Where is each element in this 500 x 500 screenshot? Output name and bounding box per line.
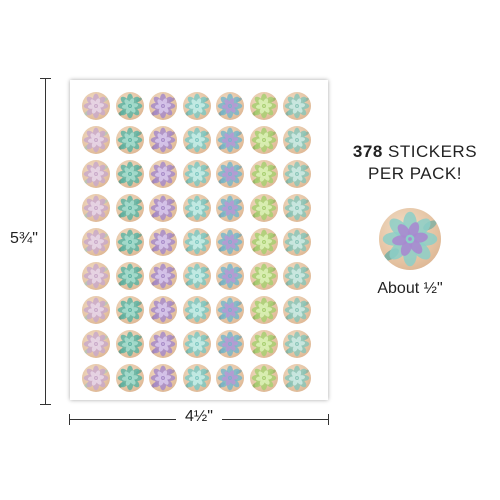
sticker-r5-c6 <box>249 228 278 256</box>
sticker-r8-c2 <box>115 330 144 358</box>
sticker-r7-c1 <box>82 296 110 324</box>
width-label: 4½" <box>176 408 222 426</box>
sticker-r2-c2 <box>115 126 144 154</box>
sticker-r6-c3 <box>149 262 177 290</box>
sticker-r6-c5 <box>216 262 244 290</box>
sticker-r4-c4 <box>182 194 211 222</box>
height-dimension-line <box>45 78 46 404</box>
sticker-r5-c1 <box>82 228 110 256</box>
sticker-r7-c2 <box>115 296 144 324</box>
sticker-r7-c6 <box>249 296 278 324</box>
sticker-r4-c2 <box>115 194 144 222</box>
sticker-r8-c6 <box>249 330 278 358</box>
sticker-r3-c3 <box>149 160 177 188</box>
sticker-r7-c3 <box>149 296 177 324</box>
pack-count-line-2: PER PACK! <box>368 164 462 183</box>
sticker-r3-c4 <box>182 160 211 188</box>
sticker-r9-c5 <box>216 364 244 392</box>
sticker-r4-c7 <box>283 194 311 222</box>
sticker-r3-c7 <box>283 160 311 188</box>
pack-count-word: STICKERS <box>388 142 478 161</box>
sticker-r8-c5 <box>216 330 244 358</box>
sticker-r7-c4 <box>182 296 211 324</box>
sample-sticker <box>379 208 441 270</box>
sticker-r4-c3 <box>149 194 177 222</box>
sticker-r1-c3 <box>149 92 177 120</box>
sticker-r3-c1 <box>82 160 110 188</box>
sticker-r1-c4 <box>182 92 211 120</box>
sticker-sheet <box>70 80 328 400</box>
sticker-r9-c2 <box>115 364 144 392</box>
sticker-r4-c1 <box>82 194 110 222</box>
sticker-r5-c4 <box>182 228 211 256</box>
width-dimension-cap-left <box>69 414 70 425</box>
sticker-r5-c2 <box>115 228 144 256</box>
sticker-r6-c4 <box>182 262 211 290</box>
height-label: 5¾" <box>4 230 44 248</box>
sticker-r2-c6 <box>249 126 278 154</box>
sticker-r8-c3 <box>149 330 177 358</box>
sticker-r1-c5 <box>216 92 244 120</box>
sticker-r5-c7 <box>283 228 311 256</box>
height-dimension-cap-bottom <box>40 404 51 405</box>
sticker-r1-c2 <box>115 92 144 120</box>
sticker-r7-c7 <box>283 296 311 324</box>
sticker-r3-c6 <box>249 160 278 188</box>
sticker-r7-c5 <box>216 296 244 324</box>
sticker-r4-c6 <box>249 194 278 222</box>
sticker-r9-c3 <box>149 364 177 392</box>
sticker-r2-c5 <box>216 126 244 154</box>
sticker-r3-c5 <box>216 160 244 188</box>
sticker-r9-c1 <box>82 364 110 392</box>
pack-count-line-1: 378 STICKERS <box>340 141 490 163</box>
sticker-r2-c3 <box>149 126 177 154</box>
sticker-r2-c7 <box>283 126 311 154</box>
sticker-r3-c2 <box>115 160 144 188</box>
sticker-r5-c3 <box>149 228 177 256</box>
sticker-r9-c4 <box>182 364 211 392</box>
sticker-r8-c4 <box>182 330 211 358</box>
sticker-r8-c1 <box>82 330 110 358</box>
sticker-r2-c1 <box>82 126 110 154</box>
sticker-r6-c2 <box>115 262 144 290</box>
height-dimension-cap-top <box>40 78 51 79</box>
width-dimension-cap-right <box>328 414 329 425</box>
sticker-r4-c5 <box>216 194 244 222</box>
sticker-r6-c6 <box>249 262 278 290</box>
sticker-r6-c7 <box>283 262 311 290</box>
pack-count-number: 378 <box>352 142 383 161</box>
sticker-r9-c6 <box>249 364 278 392</box>
sticker-r2-c4 <box>182 126 211 154</box>
sticker-r1-c1 <box>82 92 110 120</box>
pack-count-text: 378 STICKERS PER PACK! <box>340 141 490 185</box>
sticker-r6-c1 <box>82 262 110 290</box>
sticker-r8-c7 <box>283 330 311 358</box>
sticker-r9-c7 <box>283 364 311 392</box>
sticker-r5-c5 <box>216 228 244 256</box>
sticker-r1-c7 <box>283 92 311 120</box>
sticker-r1-c6 <box>249 92 278 120</box>
sample-size-label: About ½" <box>377 280 443 297</box>
